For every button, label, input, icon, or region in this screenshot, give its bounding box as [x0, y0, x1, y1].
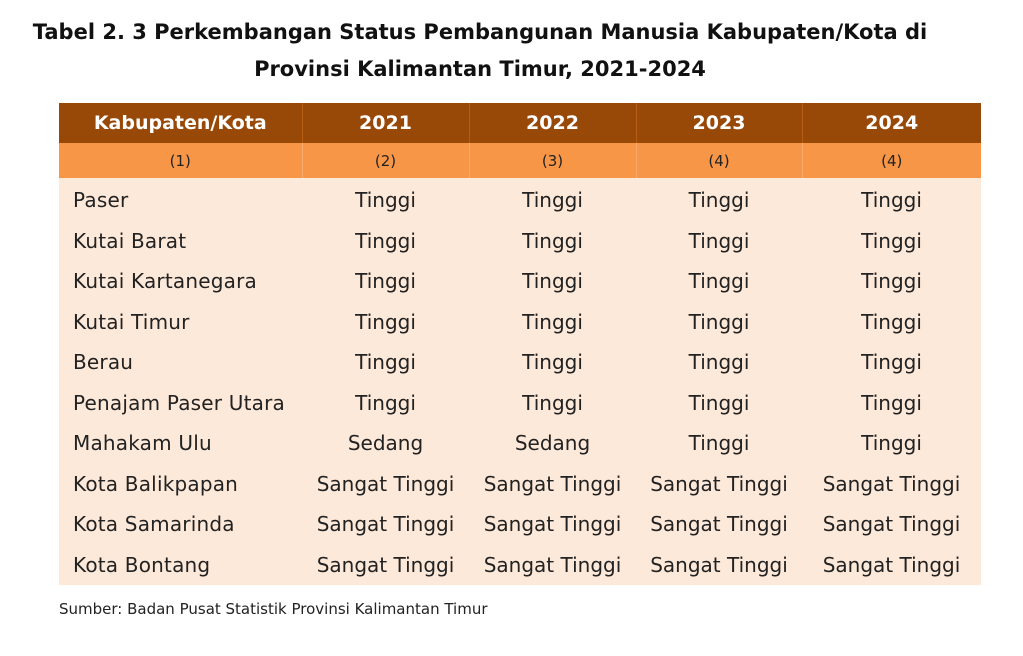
status-cell: Tinggi	[636, 220, 802, 261]
status-cell: Sangat Tinggi	[302, 544, 469, 585]
status-cell: Sangat Tinggi	[469, 504, 636, 545]
status-cell: Tinggi	[802, 382, 981, 423]
column-number-cell: (2)	[302, 143, 470, 178]
header-cell-region: Kabupaten/Kota	[59, 103, 303, 143]
region-name-cell: Kutai Timur	[59, 301, 302, 342]
table-row: Kutai Timur Tinggi Tinggi Tinggi Tinggi	[59, 301, 981, 342]
region-name-cell: Paser	[59, 178, 302, 221]
status-cell: Sangat Tinggi	[469, 463, 636, 504]
status-cell: Sangat Tinggi	[302, 463, 469, 504]
region-name-cell: Kutai Barat	[59, 220, 302, 261]
status-cell: Tinggi	[802, 342, 981, 383]
status-cell: Tinggi	[302, 220, 469, 261]
status-cell: Sangat Tinggi	[802, 463, 981, 504]
status-cell: Sedang	[469, 423, 636, 464]
column-number-cell: (3)	[469, 143, 637, 178]
region-name-cell: Kota Balikpapan	[59, 463, 302, 504]
status-cell: Tinggi	[469, 261, 636, 302]
status-table: Kabupaten/Kota 2021 2022 2023 2024 (1) (…	[59, 103, 981, 585]
status-cell: Tinggi	[802, 220, 981, 261]
status-cell: Sangat Tinggi	[802, 504, 981, 545]
status-cell: Tinggi	[469, 342, 636, 383]
status-cell: Tinggi	[802, 423, 981, 464]
table-row: Berau Tinggi Tinggi Tinggi Tinggi	[59, 342, 981, 383]
status-cell: Tinggi	[636, 382, 802, 423]
region-name-cell: Penajam Paser Utara	[59, 382, 302, 423]
table-row: Kutai Barat Tinggi Tinggi Tinggi Tinggi	[59, 220, 981, 261]
status-cell: Sangat Tinggi	[302, 504, 469, 545]
source-note: Sumber: Badan Pusat Statistik Provinsi K…	[59, 600, 488, 618]
column-number-cell: (1)	[59, 143, 303, 178]
status-cell: Tinggi	[802, 178, 981, 221]
header-cell-2022: 2022	[469, 103, 637, 143]
table-row: Kota Samarinda Sangat Tinggi Sangat Ting…	[59, 504, 981, 545]
table-row: Kota Balikpapan Sangat Tinggi Sangat Tin…	[59, 463, 981, 504]
status-cell: Sangat Tinggi	[469, 544, 636, 585]
header-cell-2024: 2024	[802, 103, 981, 143]
status-cell: Tinggi	[469, 220, 636, 261]
column-number-cell: (4)	[636, 143, 803, 178]
table-title-line-1: Tabel 2. 3 Perkembangan Status Pembangun…	[32, 20, 928, 44]
status-cell: Sangat Tinggi	[636, 463, 802, 504]
region-name-cell: Berau	[59, 342, 302, 383]
status-cell: Tinggi	[636, 342, 802, 383]
header-cell-2023: 2023	[636, 103, 803, 143]
column-number-cell: (4)	[802, 143, 981, 178]
region-name-cell: Kutai Kartanegara	[59, 261, 302, 302]
table-title: Tabel 2. 3 Perkembangan Status Pembangun…	[0, 14, 960, 88]
table-row: Penajam Paser Utara Tinggi Tinggi Tinggi…	[59, 382, 981, 423]
status-cell: Tinggi	[802, 261, 981, 302]
status-cell: Tinggi	[469, 178, 636, 221]
status-cell: Tinggi	[302, 301, 469, 342]
table-row: Mahakam Ulu Sedang Sedang Tinggi Tinggi	[59, 423, 981, 464]
status-cell: Tinggi	[636, 423, 802, 464]
table-row: Kutai Kartanegara Tinggi Tinggi Tinggi T…	[59, 261, 981, 302]
table-title-line-2: Provinsi Kalimantan Timur, 2021-2024	[254, 57, 706, 81]
status-cell: Tinggi	[802, 301, 981, 342]
table-row: Paser Tinggi Tinggi Tinggi Tinggi	[59, 178, 981, 221]
region-name-cell: Kota Bontang	[59, 544, 302, 585]
status-cell: Tinggi	[636, 301, 802, 342]
status-cell: Tinggi	[302, 261, 469, 302]
status-cell: Sangat Tinggi	[636, 544, 802, 585]
header-row: Kabupaten/Kota 2021 2022 2023 2024	[59, 103, 981, 143]
status-cell: Tinggi	[469, 301, 636, 342]
region-name-cell: Kota Samarinda	[59, 504, 302, 545]
region-name-cell: Mahakam Ulu	[59, 423, 302, 464]
status-cell: Tinggi	[636, 261, 802, 302]
status-cell: Sangat Tinggi	[802, 544, 981, 585]
header-cell-2021: 2021	[302, 103, 470, 143]
status-cell: Tinggi	[302, 342, 469, 383]
column-number-row: (1) (2) (3) (4) (4)	[59, 143, 981, 178]
status-cell: Tinggi	[636, 178, 802, 221]
status-cell: Tinggi	[302, 382, 469, 423]
status-cell: Sangat Tinggi	[636, 504, 802, 545]
status-cell: Sedang	[302, 423, 469, 464]
status-cell: Tinggi	[302, 178, 469, 221]
status-cell: Tinggi	[469, 382, 636, 423]
table-row: Kota Bontang Sangat Tinggi Sangat Tinggi…	[59, 544, 981, 585]
